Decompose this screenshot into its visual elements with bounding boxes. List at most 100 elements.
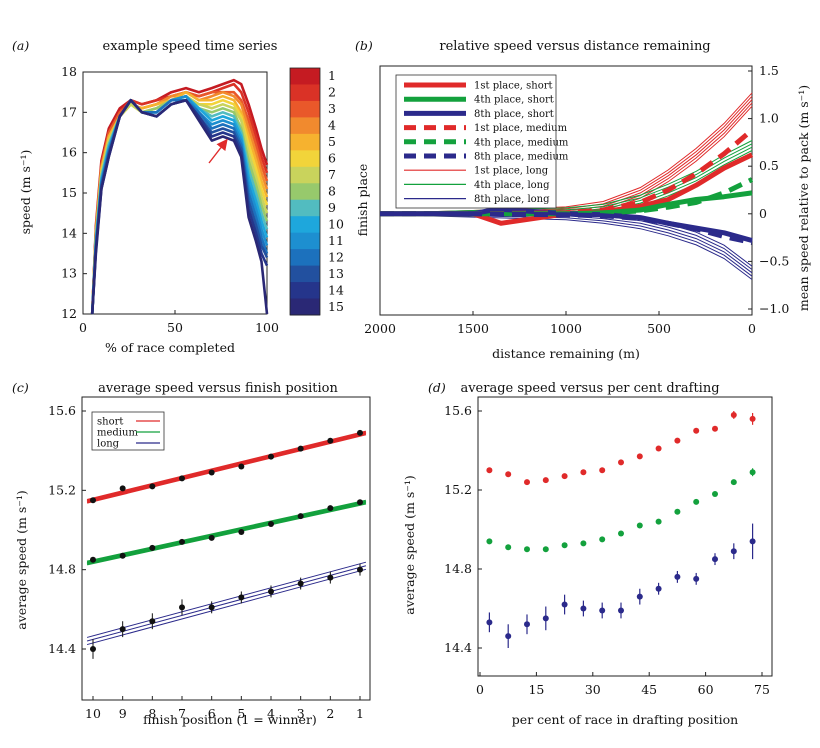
data-point	[357, 429, 363, 436]
panel-d: (d) average speed versus per cent drafti…	[402, 380, 773, 727]
y-tick-label: 15.6	[444, 403, 472, 418]
y-tick-label: 18	[61, 64, 77, 79]
colorbar-frame	[289, 67, 321, 316]
data-point	[524, 479, 530, 486]
data-point	[357, 566, 363, 573]
data-point	[268, 453, 274, 460]
series-line-rider-1	[90, 78, 269, 315]
data-point	[674, 508, 681, 515]
data-point	[238, 528, 245, 535]
x-tick-label: 30	[585, 682, 601, 697]
data-point	[208, 534, 215, 541]
colorbar-swatch	[290, 183, 320, 201]
x-tick-label: 1000	[550, 321, 582, 336]
y-tick-label: 15.2	[48, 482, 76, 497]
data-point	[712, 425, 718, 432]
y-tick-label: 15.6	[48, 403, 76, 418]
data-point	[599, 536, 606, 543]
data-point	[561, 601, 568, 608]
data-point	[119, 552, 126, 559]
data-point	[357, 499, 363, 506]
colorbar-label: 4	[328, 118, 336, 133]
x-tick-label: 4	[267, 706, 275, 721]
colorbar-swatch	[290, 216, 320, 234]
data-point	[693, 427, 700, 434]
x-tick-label: 5	[237, 706, 245, 721]
data-point	[712, 556, 718, 563]
data-point	[655, 585, 662, 592]
colorbar-swatch	[290, 133, 320, 151]
data-point	[542, 477, 549, 484]
panel-b-ylabel-left: finish place	[355, 164, 370, 237]
y-tick-label: 16	[61, 145, 77, 160]
colorbar-label: 3	[328, 101, 336, 116]
data-point	[505, 471, 512, 478]
data-point	[655, 445, 662, 452]
colorbar-swatch	[290, 232, 320, 250]
legend-label: 8th place, medium	[474, 152, 569, 163]
fit-line-medium	[86, 501, 367, 565]
colorbar-swatch	[290, 150, 320, 168]
data-point	[599, 607, 606, 614]
series-line-rider-5	[90, 90, 269, 315]
data-point	[580, 605, 587, 612]
data-point	[693, 575, 700, 582]
y-tick-label: 12	[61, 306, 77, 321]
data-point	[119, 626, 126, 633]
panel-b-title: relative speed versus distance remaining	[439, 39, 710, 54]
data-point	[655, 518, 662, 525]
colorbar-swatch	[290, 282, 320, 300]
fit-line-medium	[86, 499, 367, 563]
legend-label: long	[97, 439, 120, 450]
colorbar-swatch	[290, 100, 320, 118]
panel-b-ylabel-right: mean speed relative to pack (m s⁻¹)	[796, 85, 811, 311]
annotation-arrow	[208, 138, 228, 164]
data-point	[674, 573, 681, 580]
x-tick-label: 45	[641, 682, 657, 697]
legend-label: 4th place, long	[474, 180, 550, 191]
x-tick-label: 1	[356, 706, 364, 721]
data-point	[524, 621, 530, 628]
y-tick-label: 17	[61, 104, 77, 119]
data-point	[238, 594, 245, 601]
data-point	[486, 467, 493, 474]
x-tick-label: 15	[528, 682, 544, 697]
legend-label: 8th place, long	[474, 194, 550, 205]
x-tick-label: 0	[476, 682, 484, 697]
y-tick-label: 14	[61, 225, 77, 240]
x-tick-label: 500	[647, 321, 671, 336]
data-point	[238, 463, 245, 470]
colorbar-swatch	[290, 84, 320, 102]
data-point	[636, 522, 643, 529]
data-point	[693, 498, 700, 505]
data-point	[90, 497, 96, 504]
svg-text:(b): (b)	[355, 38, 373, 53]
x-tick-label: 8	[148, 706, 156, 721]
colorbar-swatch	[290, 249, 320, 267]
colorbar-swatch	[290, 166, 320, 184]
series-line-8th-place-long	[379, 213, 753, 277]
colorbar-label: 7	[328, 167, 336, 182]
panel-d-ylabel: average speed (m s⁻¹)	[402, 475, 417, 615]
colorbar-label: 10	[328, 216, 344, 231]
legend-label: 1st place, short	[474, 81, 553, 92]
data-point	[580, 469, 587, 476]
fit-line-long	[86, 561, 367, 638]
colorbar-label: 2	[328, 85, 336, 100]
data-point	[599, 467, 606, 474]
y-tick-label: 14.4	[48, 641, 76, 656]
data-point	[297, 580, 304, 587]
data-point	[730, 548, 737, 555]
data-point	[327, 574, 334, 581]
y-tick-label: 13	[61, 266, 77, 281]
x-tick-label: 60	[698, 682, 714, 697]
fit-line-long	[86, 568, 367, 646]
data-point	[90, 556, 96, 563]
data-point	[749, 415, 756, 422]
panel-c-ylabel: average speed (m s⁻¹)	[14, 490, 29, 630]
colorbar-swatch	[290, 265, 320, 283]
panel-a: (a) example speed time series 1213141516…	[12, 38, 344, 355]
data-point	[580, 540, 587, 547]
legend-label: 4th place, medium	[474, 137, 569, 148]
data-point	[179, 604, 185, 611]
